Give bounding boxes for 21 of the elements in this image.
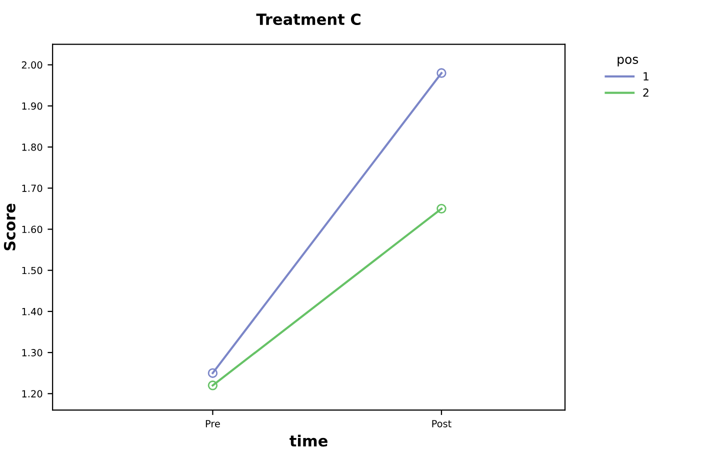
y-tick-label: 1.60 [22,226,42,234]
y-tick-label: 1.70 [22,184,42,192]
y-tick-label: 1.30 [22,349,42,356]
legend-label: 2 [643,88,648,97]
chart-title: Treatment C [256,13,360,26]
x-tick-label: Pre [206,420,220,428]
point [208,380,218,390]
y-tick-label: 1.40 [22,308,42,316]
x-axis-title: time [290,434,328,447]
legend-title: pos [618,56,638,66]
y-tick-label: 1.90 [22,102,42,110]
y-axis-title: Score [4,204,16,250]
point [436,204,446,214]
y-tick-label: 1.20 [22,390,42,398]
point [208,368,218,378]
legend-label: 1 [644,72,648,80]
y-tick-label: 1.50 [22,266,42,274]
y-tick-label: 1.80 [22,144,42,151]
y-tick-label: 2.00 [22,61,42,69]
point [436,68,446,78]
x-tick-label: Post [432,420,452,428]
